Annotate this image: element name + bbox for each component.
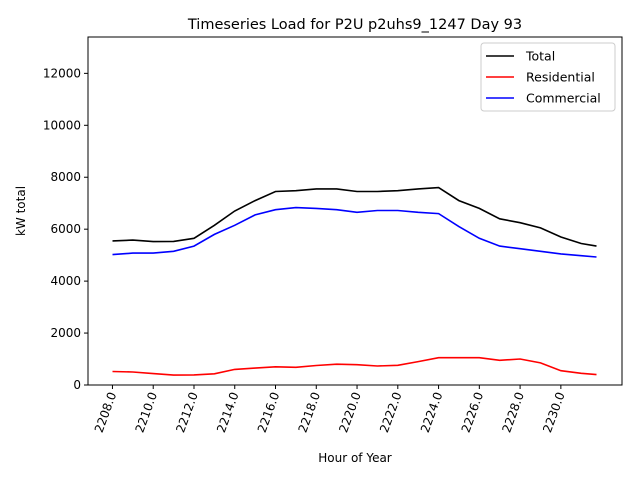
x-tick-label: 2224.0: [418, 390, 446, 434]
y-tick-label: 8000: [50, 170, 81, 184]
x-tick-label: 2230.0: [540, 390, 568, 434]
y-tick-label: 10000: [43, 118, 81, 132]
y-tick-label: 0: [73, 378, 81, 392]
x-tick-label: 2210.0: [133, 390, 161, 434]
legend-label: Residential: [526, 70, 595, 85]
legend-label: Commercial: [526, 91, 601, 106]
y-tick-label: 4000: [50, 274, 81, 288]
legend-label: Total: [525, 49, 555, 64]
x-tick-label: 2220.0: [336, 390, 364, 434]
legend-box: [480, 42, 616, 112]
x-tick-label: 2214.0: [214, 390, 242, 434]
x-tick-label: 2212.0: [173, 390, 201, 434]
plot-frame: [87, 36, 623, 386]
y-tick-label: 6000: [50, 222, 81, 236]
x-tick-label: 2208.0: [92, 390, 120, 434]
x-tick-label: 2228.0: [499, 390, 527, 434]
y-tick-label: 2000: [50, 326, 81, 340]
y-axis-label: kW total: [14, 186, 28, 236]
x-tick-label: 2218.0: [296, 390, 324, 434]
x-tick-label: 2226.0: [459, 390, 487, 434]
series-line-commercial: [112, 206, 597, 258]
series-line-residential: [112, 356, 597, 376]
y-tick-label: 12000: [43, 66, 81, 80]
x-tick-label: 2222.0: [377, 390, 405, 434]
x-axis-label: Hour of Year: [318, 451, 392, 465]
series-line-total: [112, 186, 597, 247]
legend: Total Residential Commercial: [480, 42, 616, 112]
x-tick-label: 2216.0: [255, 390, 283, 434]
chart-title: Timeseries Load for P2U p2uhs9_1247 Day …: [187, 17, 522, 33]
